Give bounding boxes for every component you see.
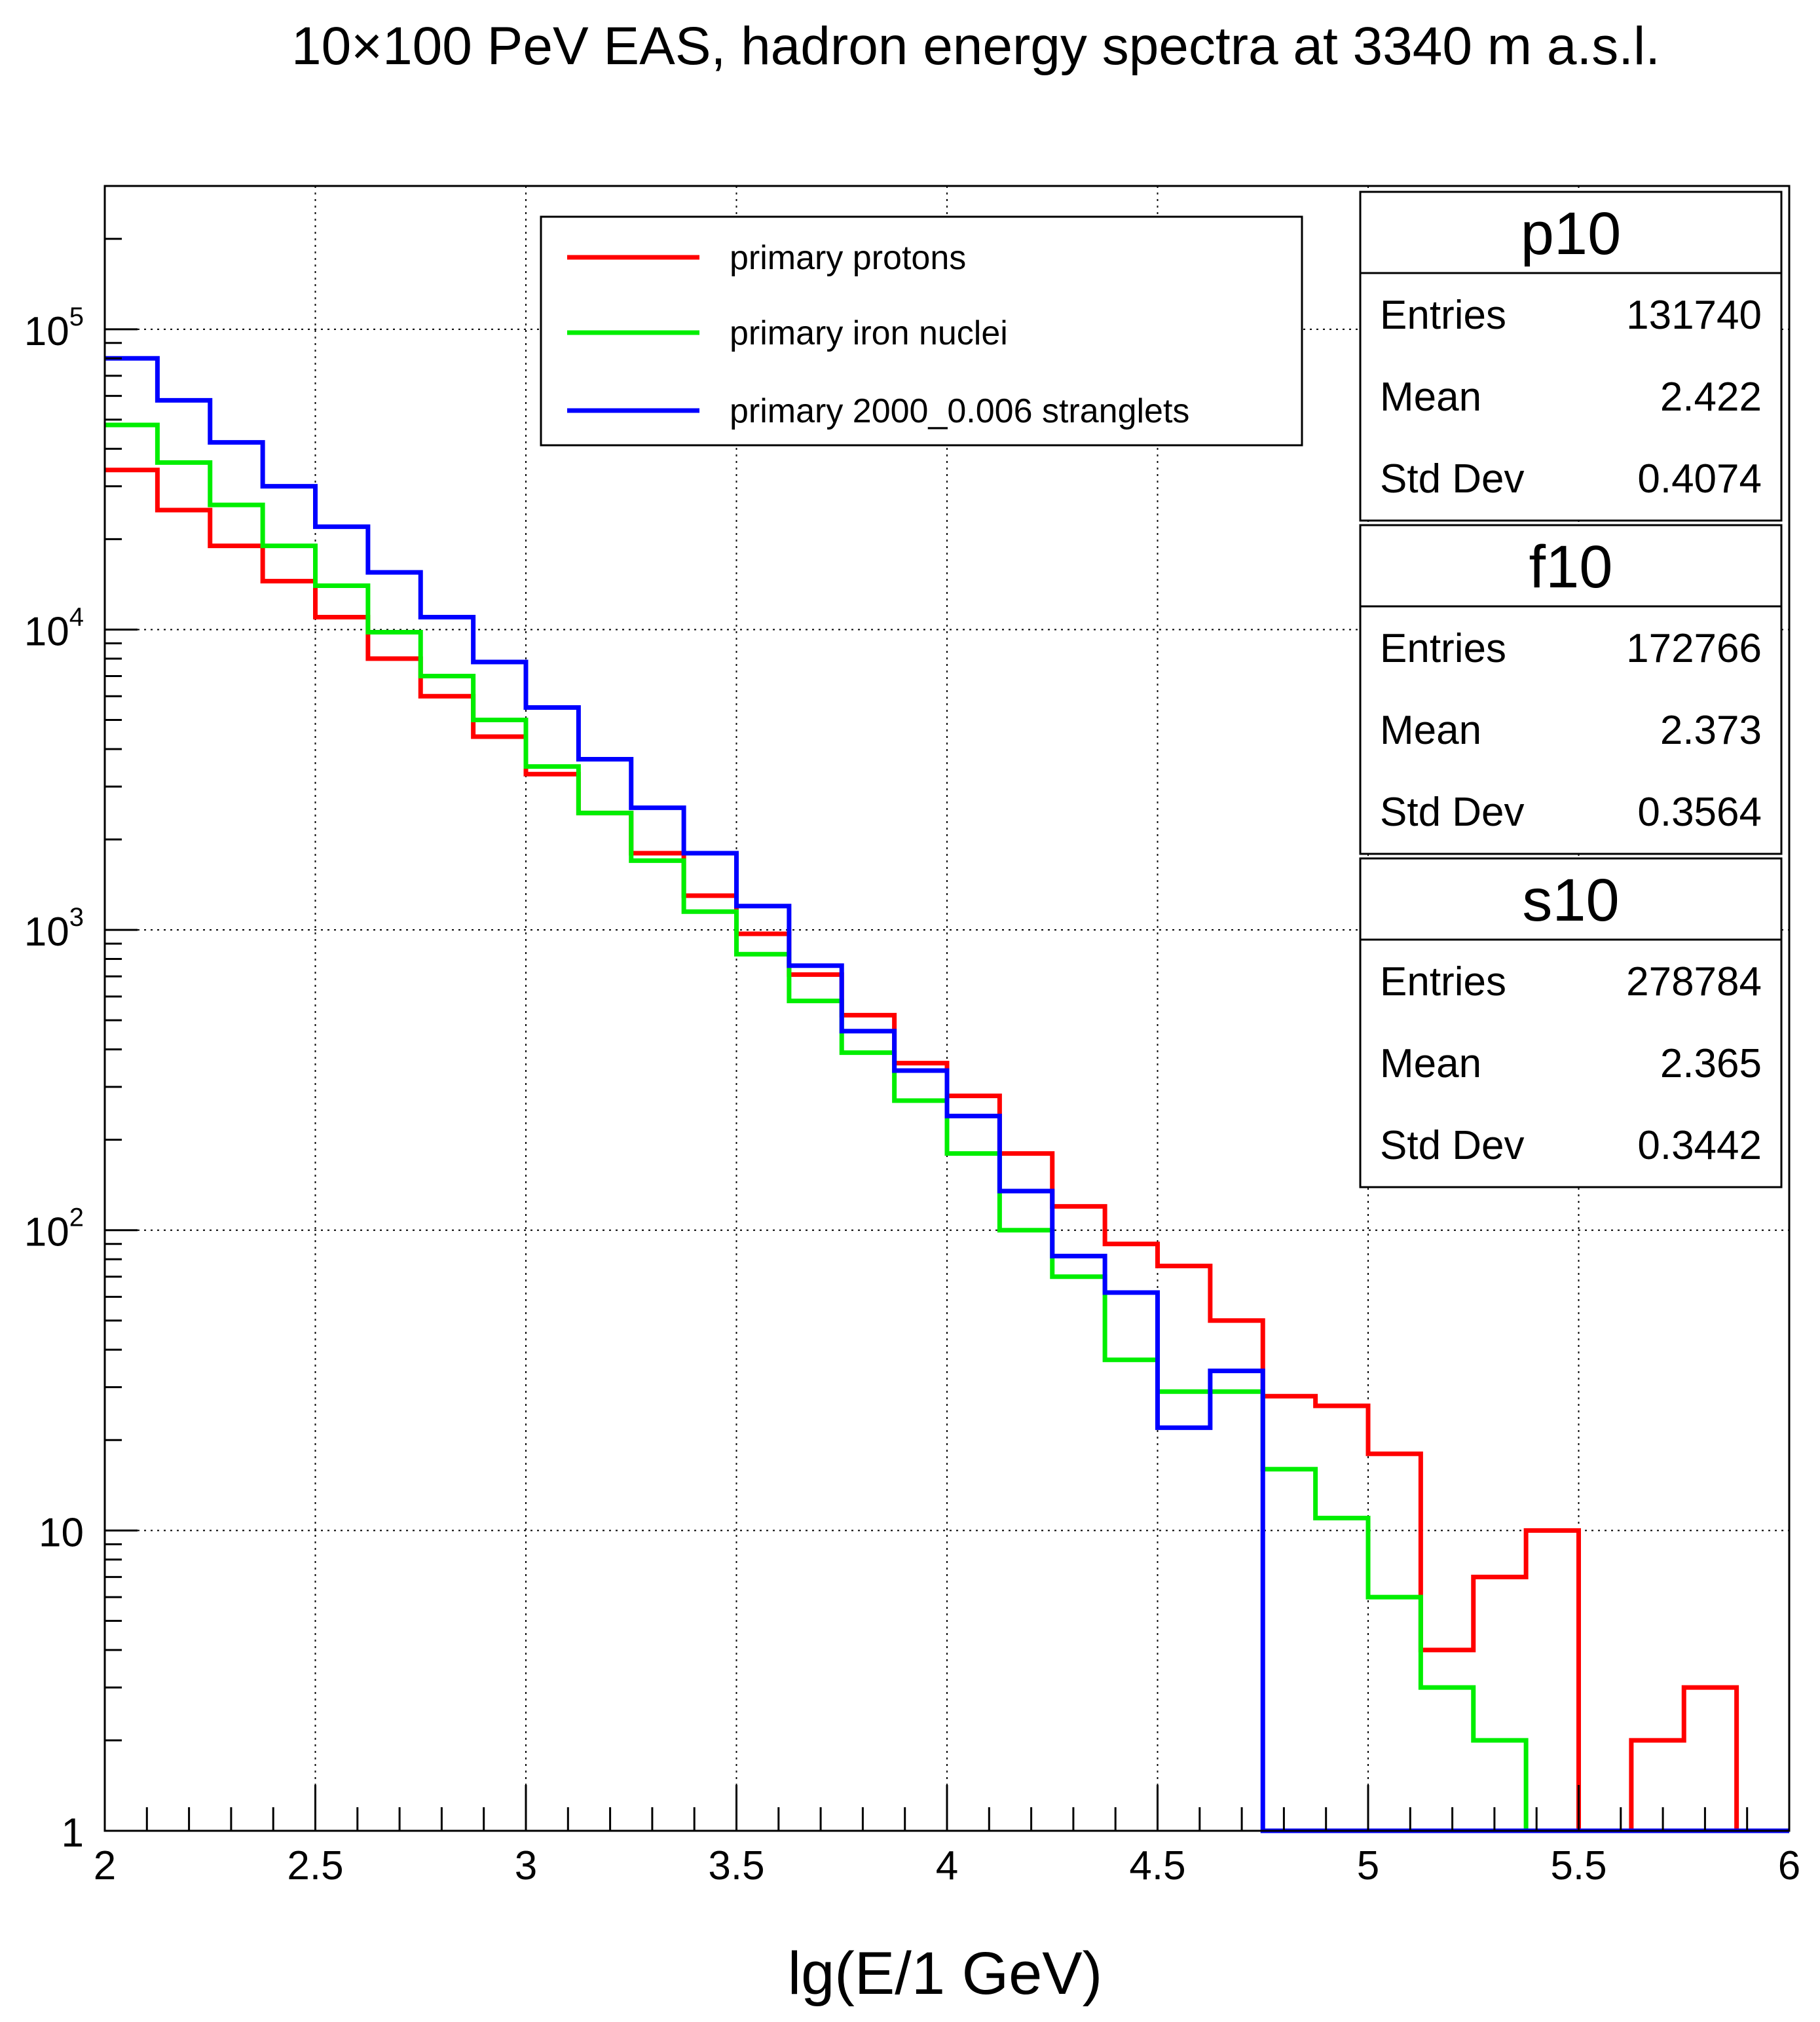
legend-label: primary iron nuclei [730,314,1008,352]
x-tick-label: 5 [1357,1843,1379,1888]
stats-value: 0.3564 [1637,790,1762,835]
stats-label: Std Dev [1380,1123,1525,1168]
stats-label: Mean [1380,1041,1481,1086]
stats-label: Std Dev [1380,456,1525,502]
stats-label: Mean [1380,708,1481,753]
stats-value: 2.373 [1660,708,1762,753]
stats-value: 2.365 [1660,1041,1762,1086]
stats-box [1359,524,1783,855]
stats-value: 2.422 [1660,375,1762,420]
stats-value: 0.4074 [1637,456,1762,502]
chart-title: 10×100 PeV EAS, hadron energy spectra at… [291,16,1660,76]
legend-label: primary protons [730,239,966,277]
y-tick-exponent: 5 [69,303,84,331]
stats-title: p10 [1521,200,1622,267]
x-tick-label: 5.5 [1550,1843,1606,1888]
stats-label: Entries [1380,626,1506,671]
x-tick-label: 4 [936,1843,958,1888]
stats-value: 172766 [1626,626,1762,671]
x-tick-label: 3 [515,1843,537,1888]
stats-label: Entries [1380,293,1506,338]
stats-label: Entries [1380,959,1506,1004]
stats-box [1359,857,1783,1188]
stats-boxes: p10 Entries 131740 Mean 2.422 Std Dev 0.4074 f1… [1359,191,1783,1188]
y-tick-exponent: 4 [69,602,84,631]
y-tick-exponent: 3 [69,903,84,932]
stats-value: 278784 [1626,959,1762,1004]
x-tick-label: 2 [94,1843,116,1888]
stats-box [1359,191,1783,522]
stats-value: 0.3442 [1637,1123,1762,1168]
x-axis-title: lg(E/1 GeV) [788,1940,1103,2007]
stats-value: 131740 [1626,293,1762,338]
y-tick-label: 1 [62,1811,84,1856]
y-tick-exponent: 2 [69,1204,84,1232]
stats-label: Mean [1380,375,1481,420]
stats-title: s10 [1522,867,1619,934]
legend-label: primary 2000_0.006 stranglets [730,392,1189,430]
y-tick-label: 102 [24,1204,84,1255]
stats-label: Std Dev [1380,790,1525,835]
stats-title: f10 [1529,534,1613,600]
y-tick-label: 10 [39,1510,84,1555]
legend: primary protons primary iron nuclei primar… [540,215,1303,447]
x-tick-label: 3.5 [708,1843,764,1888]
x-tick-label: 6 [1778,1843,1800,1888]
x-tick-label: 4.5 [1129,1843,1185,1888]
x-tick-label: 2.5 [287,1843,343,1888]
